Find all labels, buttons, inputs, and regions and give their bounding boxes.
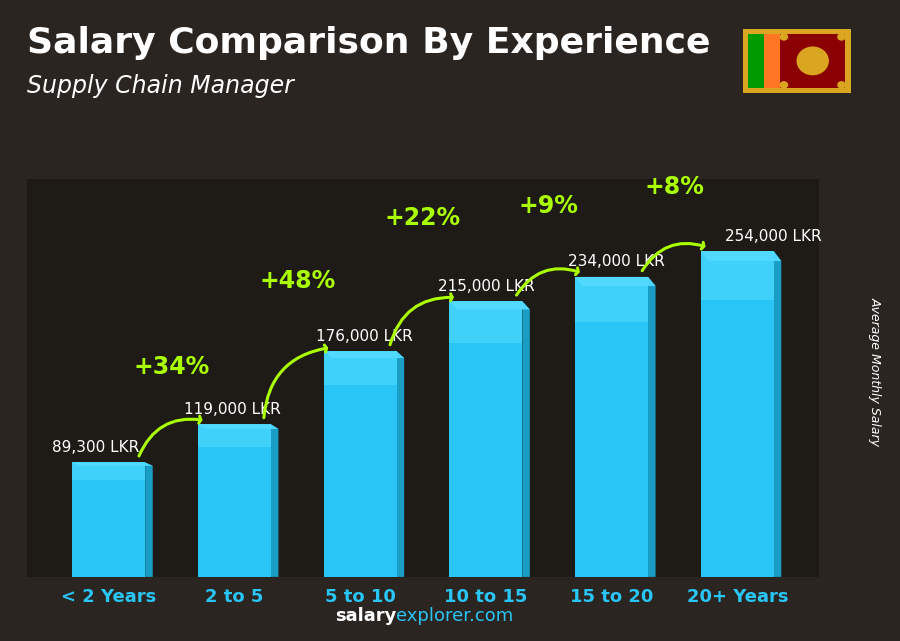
Bar xyxy=(780,33,845,88)
Text: 119,000 LKR: 119,000 LKR xyxy=(184,402,281,417)
Bar xyxy=(449,301,522,342)
Bar xyxy=(324,351,397,385)
Text: +48%: +48% xyxy=(259,269,336,293)
Circle shape xyxy=(837,33,846,41)
Polygon shape xyxy=(271,424,278,577)
Text: Average Monthly Salary: Average Monthly Salary xyxy=(868,297,881,446)
Bar xyxy=(575,277,648,577)
Text: +22%: +22% xyxy=(385,206,461,230)
Polygon shape xyxy=(145,462,153,577)
Circle shape xyxy=(779,33,788,41)
Text: 234,000 LKR: 234,000 LKR xyxy=(568,254,664,269)
Circle shape xyxy=(796,46,829,75)
Bar xyxy=(575,277,648,322)
Text: +34%: +34% xyxy=(133,354,210,379)
Bar xyxy=(324,351,397,577)
Text: Salary Comparison By Experience: Salary Comparison By Experience xyxy=(27,26,710,60)
Text: +8%: +8% xyxy=(644,175,705,199)
Text: explorer.com: explorer.com xyxy=(396,607,513,625)
Bar xyxy=(449,301,522,577)
Text: 215,000 LKR: 215,000 LKR xyxy=(438,279,535,294)
Text: Supply Chain Manager: Supply Chain Manager xyxy=(27,74,294,97)
Circle shape xyxy=(779,81,788,88)
Polygon shape xyxy=(198,424,278,429)
Bar xyxy=(72,462,145,479)
Text: +9%: +9% xyxy=(518,194,579,219)
Polygon shape xyxy=(774,251,781,577)
Text: salary: salary xyxy=(335,607,396,625)
Bar xyxy=(764,33,780,88)
Polygon shape xyxy=(397,351,404,577)
Polygon shape xyxy=(701,251,781,261)
Polygon shape xyxy=(522,301,530,577)
Text: 254,000 LKR: 254,000 LKR xyxy=(724,229,822,244)
Bar xyxy=(701,251,774,577)
Bar xyxy=(748,33,764,88)
Bar xyxy=(701,251,774,300)
Bar xyxy=(198,424,271,447)
Polygon shape xyxy=(324,351,404,358)
Bar xyxy=(198,424,271,577)
Text: 176,000 LKR: 176,000 LKR xyxy=(316,329,413,344)
Polygon shape xyxy=(575,277,655,286)
Text: 89,300 LKR: 89,300 LKR xyxy=(52,440,140,454)
Polygon shape xyxy=(449,301,530,310)
Circle shape xyxy=(837,81,846,88)
Polygon shape xyxy=(72,462,153,466)
Polygon shape xyxy=(648,277,655,577)
Bar xyxy=(72,462,145,577)
